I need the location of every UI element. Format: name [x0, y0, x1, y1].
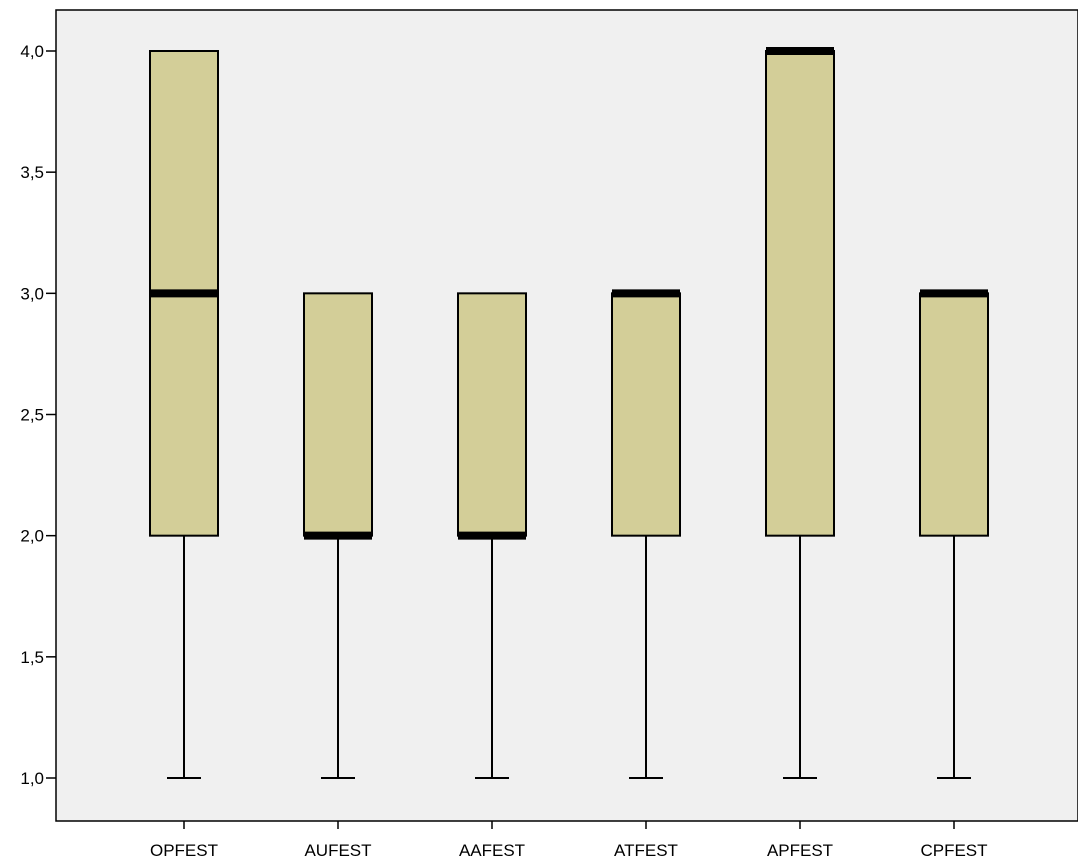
iqr-box	[457, 292, 527, 537]
y-tick-label: 3,0	[20, 284, 44, 303]
boxes-layer	[149, 47, 989, 779]
iqr-box	[919, 292, 989, 537]
y-tick-label: 2,5	[20, 406, 44, 425]
box-opfest	[149, 50, 219, 779]
x-tick-label: CPFEST	[920, 841, 987, 860]
y-tick-label: 2,0	[20, 527, 44, 546]
y-tick-label: 3,5	[20, 163, 44, 182]
box-atfest	[611, 289, 681, 779]
box-apfest	[765, 47, 835, 779]
x-tick-label: AAFEST	[459, 841, 525, 860]
plot-area	[55, 9, 1078, 822]
box-aufest	[303, 292, 373, 779]
iqr-box	[303, 292, 373, 537]
x-tick-label: AUFEST	[304, 841, 371, 860]
y-tick-label: 4,0	[20, 42, 44, 61]
iqr-box	[765, 50, 835, 537]
box-aafest	[457, 292, 527, 779]
x-axis-labels: OPFEST AUFEST AAFEST ATFEST APFEST CPFEST	[150, 821, 988, 860]
x-tick-label: ATFEST	[614, 841, 678, 860]
y-tick-label: 1,0	[20, 769, 44, 788]
iqr-box	[611, 292, 681, 537]
y-tick-label: 1,5	[20, 648, 44, 667]
y-axis: 1,0 1,5 2,0 2,5 3,0 3,5 4,0	[20, 42, 56, 788]
box-cpfest	[919, 289, 989, 779]
x-tick-label: OPFEST	[150, 841, 218, 860]
x-tick-label: APFEST	[767, 841, 833, 860]
